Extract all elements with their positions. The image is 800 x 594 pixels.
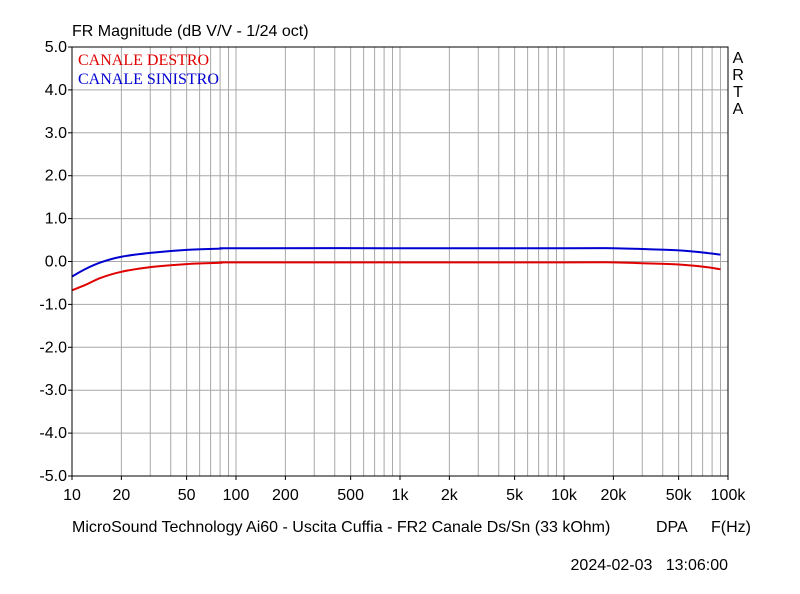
chart-title: FR Magnitude (dB V/V - 1/24 oct) (72, 23, 309, 40)
y-tick-label: 4.0 (45, 82, 67, 99)
x-tick-label: 200 (272, 487, 299, 504)
x-tick-label: 50 (178, 487, 196, 504)
x-axis-ticks: 10 20 50 100 200 500 1k 2k 5k 10k 20k 50k 100k (63, 476, 746, 504)
series-layer (71, 247, 721, 292)
x-tick-label: 1k (392, 487, 410, 504)
legend: CANALE DESTRO CANALE SINISTRO (78, 52, 219, 88)
y-axis-ticks: 5.0 4.0 3.0 2.0 1.0 0.0 -1.0 -2.0 -3.0 -4.0 -5.0 (39, 39, 72, 485)
y-tick-label: 5.0 (45, 39, 67, 56)
y-tick-label: -5.0 (39, 468, 67, 485)
series-line-canale-sinistro (71, 247, 721, 278)
footer-caption: MicroSound Technology Ai60 - Uscita Cuff… (72, 519, 610, 536)
y-tick-label: -4.0 (39, 425, 67, 442)
x-tick-label: 10 (63, 487, 81, 504)
side-label-letter: R (732, 67, 744, 84)
side-label-letter: T (733, 84, 743, 101)
side-label-letter: A (733, 50, 744, 67)
x-tick-label: 2k (441, 487, 459, 504)
y-tick-label: 0.0 (45, 254, 67, 271)
x-tick-label: 10k (551, 487, 578, 504)
series-line-canale-destro (71, 261, 721, 292)
y-tick-label: 2.0 (45, 168, 67, 185)
y-tick-label: 1.0 (45, 211, 67, 228)
x-tick-label: 500 (337, 487, 364, 504)
footer-timestamp: 2024-02-03 13:06:00 (571, 557, 729, 574)
x-axis-label: F(Hz) (711, 519, 751, 536)
y-tick-label: -3.0 (39, 382, 67, 399)
y-tick-label: 3.0 (45, 125, 67, 142)
x-tick-label: 20 (112, 487, 130, 504)
legend-entry: CANALE SINISTRO (78, 71, 219, 88)
y-tick-label: -1.0 (39, 296, 67, 313)
y-tick-label: -2.0 (39, 339, 67, 356)
legend-entry: CANALE DESTRO (78, 52, 209, 69)
x-tick-label: 20k (600, 487, 627, 504)
x-tick-label: 100k (711, 487, 747, 504)
side-label-letter: A (733, 101, 744, 118)
x-tick-label: 50k (666, 487, 693, 504)
x-tick-label: 5k (506, 487, 524, 504)
footer-brand: DPA (656, 519, 688, 536)
x-tick-label: 100 (223, 487, 250, 504)
